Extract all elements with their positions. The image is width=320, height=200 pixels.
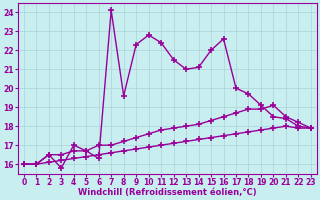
- X-axis label: Windchill (Refroidissement éolien,°C): Windchill (Refroidissement éolien,°C): [78, 188, 257, 197]
